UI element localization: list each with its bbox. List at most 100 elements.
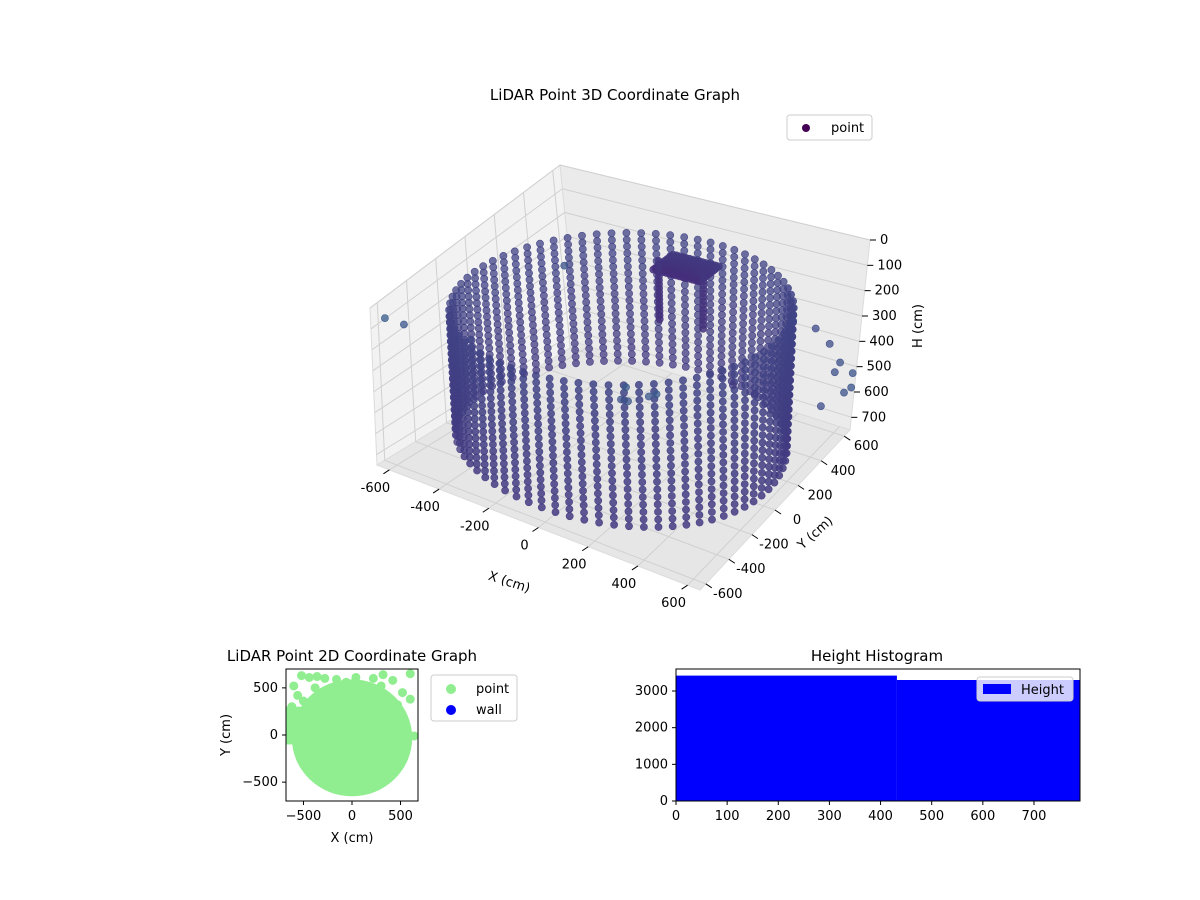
wall-point [638,470,646,479]
wall-point [789,303,798,312]
wall-point [537,496,546,505]
wall-point [682,505,690,514]
wall-point [564,490,573,499]
stray-point [817,402,825,411]
x-tick-label-hist: 100 [715,809,740,824]
wall-point [624,276,633,284]
wall-point [638,485,647,494]
wall-point [578,472,587,481]
wall-point [729,273,738,282]
wall-point [500,473,509,481]
wall-point [681,362,690,371]
legend-2d-marker-point [446,684,456,694]
wall-point [681,308,689,317]
wall-point [668,514,677,523]
wall-point [491,288,500,297]
wall-point [517,331,526,339]
y-tick-label-hist: 2000 [635,721,668,736]
stray-point [399,320,408,329]
wall-point [499,459,508,468]
wall-point [477,382,486,390]
wall-point [570,339,579,348]
wall-point [486,381,495,389]
wall-point [719,443,728,452]
wall-point [706,252,715,261]
stray-point [652,390,661,398]
wall-point [622,462,631,471]
wall-point [534,434,543,442]
wall-point [774,351,782,360]
wall-point [680,414,688,423]
wall-point [487,407,496,416]
wall-point [718,389,727,398]
wall-point [574,386,583,394]
stray-point [466,335,475,344]
wall-point [551,256,559,265]
wall-point [758,423,767,432]
wall-point [718,283,727,292]
wall-point [695,488,703,496]
wall-point [555,321,564,330]
wall-point [759,416,767,424]
wall-point [750,421,759,430]
wall-point [719,405,727,413]
wall-point [606,417,614,426]
wall-point [694,331,702,340]
wall-point [598,337,607,345]
x-tick-label-hist: 400 [868,809,893,824]
wall-point [767,379,775,388]
wall-point [681,460,689,468]
wall-point [730,431,739,440]
wall-point [636,410,644,419]
ticks-hist: 0 100 200 300 400 500 600 700 0 1000 2000 3000 [635,684,1046,824]
x-tick-label-hist: 700 [1022,809,1047,824]
wall-point [766,410,775,418]
wall-point [664,386,673,394]
x-tick-label-3d: 400 [611,577,636,592]
wall-point [730,492,739,501]
wall-point [640,323,649,332]
wall-point [532,371,540,380]
x-axis-label-2d: X (cm) [331,831,374,846]
wall-point [706,341,714,350]
wall-point [509,424,518,433]
wall-point [750,467,758,475]
wall-point [625,296,634,305]
wall-point [512,485,521,494]
wall-point [584,338,593,346]
stray-point [825,339,834,348]
wall-point [719,466,728,475]
wall-point [717,324,726,333]
wall-point [758,295,767,304]
wall-point [545,374,554,383]
wall-point [540,298,549,307]
wall-point [549,236,558,245]
wall-point [583,318,592,326]
wall-point [623,485,632,493]
wall-point [750,414,759,422]
stray-point [644,392,653,401]
wall-point [526,288,535,297]
wall-point [560,384,568,392]
wall-point [764,477,773,486]
wall-point [467,350,476,359]
legend-2d-marker-wall [446,705,456,715]
chart-2d-title: LiDAR Point 2D Coordinate Graph [227,647,477,665]
wall-point [739,326,747,335]
wall-point [694,449,703,458]
wall-point [480,460,489,469]
wall-point [682,513,691,522]
y-tick-label-3d: -200 [759,538,789,553]
wall-point [557,348,566,356]
wall-point [543,344,552,352]
wall-point [707,446,715,455]
wall-point [478,401,486,410]
wall-point [730,259,738,268]
wall-point [694,345,702,354]
wall-point [608,249,617,258]
wall-point [707,477,716,486]
wall-point [681,294,689,303]
histogram-bar [676,675,897,801]
wall-point [529,327,538,336]
wall-point [512,479,520,487]
